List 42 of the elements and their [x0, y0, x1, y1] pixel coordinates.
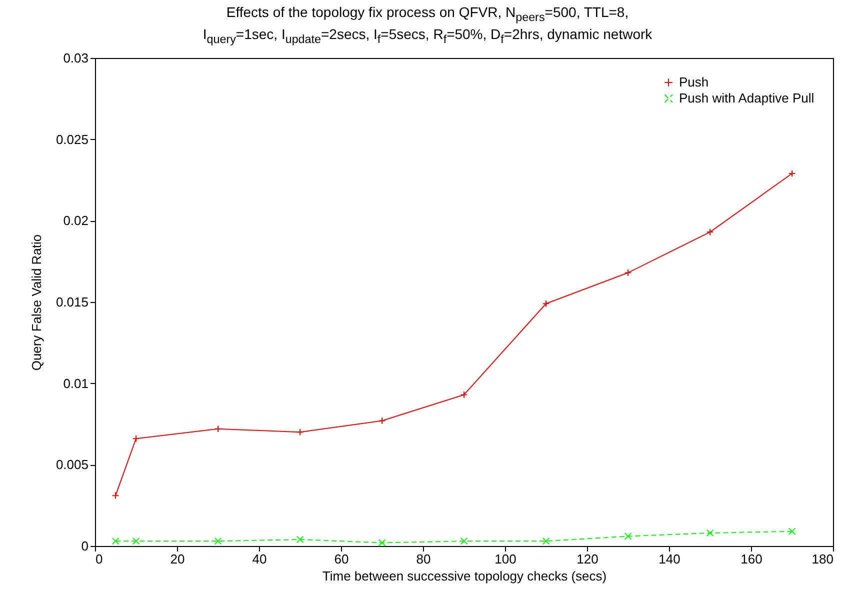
point [132, 434, 140, 442]
point [542, 537, 550, 545]
point [706, 228, 714, 236]
point [460, 391, 468, 398]
x-tick-label: 40 [252, 552, 267, 566]
y-tick-label: 0 [81, 538, 88, 554]
x-tick-label: 100 [494, 552, 516, 566]
y-tick-label: 0.025 [56, 132, 88, 147]
x-tick-label: 20 [170, 552, 185, 566]
point [460, 537, 468, 545]
x-axis-title: Time between successive topology checks (secs) [322, 568, 607, 584]
y-axis-title: Query False Valid Ratio [28, 234, 44, 371]
y-tick-label: 0.03 [63, 50, 88, 66]
point [378, 539, 386, 546]
point [112, 492, 120, 500]
point [788, 528, 796, 536]
x-tick-label: 60 [334, 552, 349, 566]
point [624, 269, 632, 276]
point [378, 417, 386, 424]
x-tick-label: 80 [416, 552, 431, 566]
point [214, 425, 222, 433]
x-tick-label: 120 [576, 552, 598, 566]
chart-title: Effects of the topology fix process on QFVR, N$_{peers}$=500, TTL=8, I$_{query}$=1sec, I$_{update}$=2secs, I$_{f}$=5secs, R$_{f}$=50%, D$_{f}$=2hrs, dynamic network [202, 4, 652, 46]
point [112, 537, 120, 545]
y-tick-label: 0.015 [56, 294, 88, 310]
point [706, 529, 714, 537]
point [214, 537, 222, 545]
x-tick-label: 140 [658, 552, 680, 566]
x-tick-label: 160 [740, 552, 762, 566]
y-tick-label: 0.02 [63, 213, 88, 228]
x-tick-label: 180 [812, 552, 834, 566]
point [296, 536, 304, 544]
legend-label: Push with Adaptive Pull [679, 90, 814, 106]
legend-label: Push [679, 74, 709, 90]
point [132, 537, 140, 545]
y-tick-label: 0.005 [56, 457, 88, 472]
point [788, 170, 796, 178]
y-tick-label: 0.01 [63, 376, 88, 391]
point [296, 428, 304, 436]
x-tick-label: 0 [96, 552, 103, 566]
point [624, 532, 632, 540]
point [542, 300, 550, 308]
